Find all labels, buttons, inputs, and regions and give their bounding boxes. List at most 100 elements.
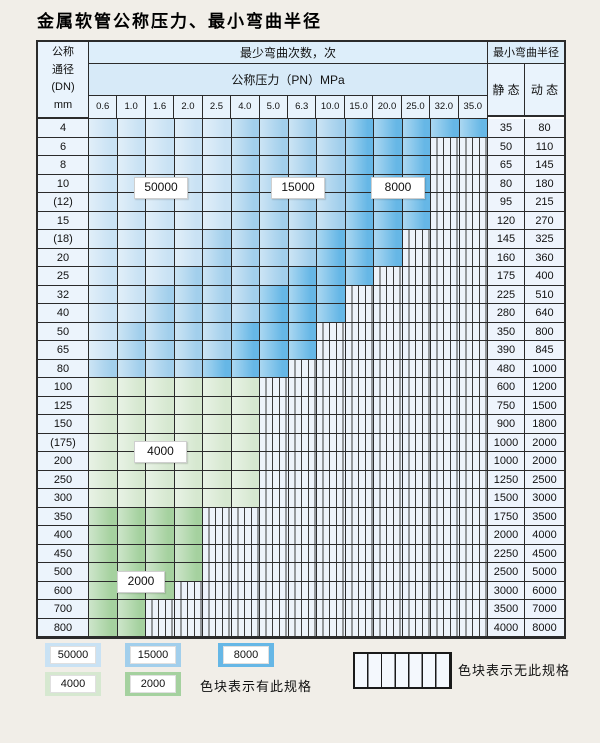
no-spec-cell — [431, 396, 460, 415]
no-spec-cell — [345, 396, 374, 415]
no-spec-cell — [402, 341, 431, 360]
spec-cell — [174, 341, 203, 360]
pressure-col-header: 35.0 — [458, 96, 487, 120]
spec-cell — [374, 248, 403, 267]
static-radius-value: 3000 — [488, 581, 525, 600]
dn-label: 800 — [38, 618, 89, 637]
spec-cell — [317, 137, 346, 156]
spec-cell — [203, 322, 232, 341]
spec-cell — [231, 248, 260, 267]
static-radius-value: 390 — [488, 341, 525, 360]
dynamic-radius-value: 800 — [525, 322, 564, 341]
spec-cell — [174, 544, 203, 563]
spec-cell — [203, 174, 232, 193]
spec-cell — [117, 230, 146, 249]
spec-cell — [231, 156, 260, 175]
spec-cell — [89, 156, 118, 175]
spec-cell — [345, 267, 374, 286]
spec-cell — [89, 304, 118, 323]
spec-cell — [89, 193, 118, 212]
spec-cell — [203, 396, 232, 415]
no-spec-cell — [345, 563, 374, 582]
dynamic-radius-value: 2500 — [525, 470, 564, 489]
spec-cell — [231, 489, 260, 508]
spec-cell — [203, 230, 232, 249]
no-spec-swatch — [353, 652, 452, 689]
static-radius-value: 2500 — [488, 563, 525, 582]
region-count-label: 15000 — [271, 177, 325, 199]
dn-label: 10 — [38, 174, 89, 193]
spec-cell — [117, 378, 146, 397]
spec-cell — [231, 230, 260, 249]
no-spec-cell — [459, 230, 488, 249]
spec-cell — [89, 267, 118, 286]
legend-swatch-label: 15000 — [130, 646, 176, 664]
no-spec-cell — [459, 341, 488, 360]
spec-cell — [117, 304, 146, 323]
spec-cell — [345, 156, 374, 175]
spec-cell — [146, 137, 175, 156]
spec-cell — [402, 211, 431, 230]
spec-cell — [146, 341, 175, 360]
static-radius-value: 120 — [488, 211, 525, 230]
no-spec-cell — [317, 618, 346, 637]
no-spec-cell — [260, 433, 289, 452]
no-spec-cell — [402, 415, 431, 434]
dn-label: 4 — [38, 119, 89, 138]
spec-cell — [317, 304, 346, 323]
pressure-col-header: 32.0 — [430, 96, 459, 120]
corner-line: mm — [53, 98, 73, 111]
spec-cell — [374, 137, 403, 156]
dynamic-radius-value: 7000 — [525, 600, 564, 619]
spec-cell — [231, 285, 260, 304]
dynamic-radius-value: 1800 — [525, 415, 564, 434]
no-spec-cell — [288, 618, 317, 637]
dynamic-radius-value: 1200 — [525, 378, 564, 397]
no-spec-cell — [459, 600, 488, 619]
no-spec-cell — [374, 600, 403, 619]
no-spec-cell — [288, 378, 317, 397]
spec-cell — [146, 248, 175, 267]
no-spec-cell — [459, 581, 488, 600]
spec-cell — [317, 230, 346, 249]
no-spec-cell — [402, 396, 431, 415]
dn-label: (12) — [38, 193, 89, 212]
spec-cell — [146, 378, 175, 397]
no-spec-cell — [402, 267, 431, 286]
spec-cell — [174, 119, 203, 138]
no-spec-cell — [203, 544, 232, 563]
no-spec-cell — [431, 600, 460, 619]
spec-cell — [89, 248, 118, 267]
dn-label: 400 — [38, 526, 89, 545]
pressure-col-header: 20.0 — [373, 96, 402, 120]
no-spec-cell — [288, 507, 317, 526]
spec-cell — [203, 267, 232, 286]
legend-swatch-label: 50000 — [50, 646, 96, 664]
static-radius-value: 750 — [488, 396, 525, 415]
no-spec-cell — [260, 618, 289, 637]
legend-swatch-label: 2000 — [130, 675, 176, 693]
dn-label: 100 — [38, 378, 89, 397]
static-radius-value: 145 — [488, 230, 525, 249]
static-radius-value: 175 — [488, 267, 525, 286]
spec-cell — [345, 119, 374, 138]
static-radius-value: 1750 — [488, 507, 525, 526]
no-spec-cell — [317, 452, 346, 471]
dynamic-radius-value: 6000 — [525, 581, 564, 600]
dynamic-radius-value: 845 — [525, 341, 564, 360]
spec-cell — [117, 489, 146, 508]
no-spec-cell — [459, 285, 488, 304]
no-spec-cell — [459, 526, 488, 545]
legend-swatch-label: 4000 — [50, 675, 96, 693]
no-spec-cell — [459, 470, 488, 489]
no-spec-cell — [459, 452, 488, 471]
dn-label: 150 — [38, 415, 89, 434]
no-spec-cell — [431, 156, 460, 175]
no-spec-cell — [288, 396, 317, 415]
no-spec-cell — [374, 322, 403, 341]
static-radius-value: 2250 — [488, 544, 525, 563]
static-radius-value: 160 — [488, 248, 525, 267]
no-spec-cell — [459, 248, 488, 267]
no-spec-cell — [260, 526, 289, 545]
spec-cell — [260, 341, 289, 360]
